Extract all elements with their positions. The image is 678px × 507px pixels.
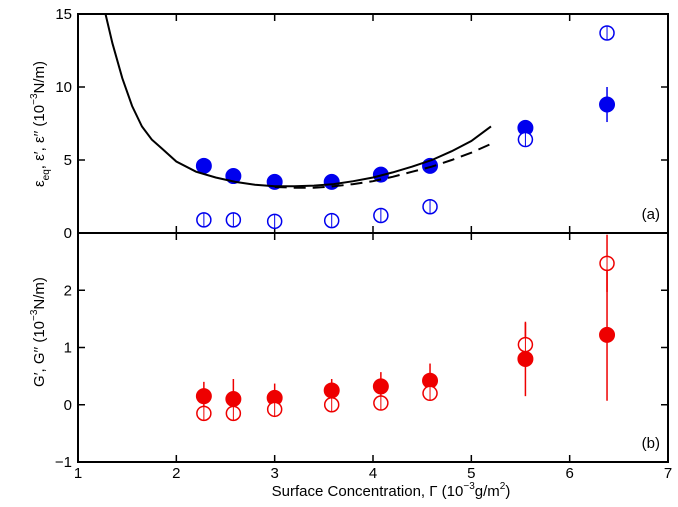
filled-data-point — [195, 388, 212, 405]
x-tick-labels: 1 2 3 4 5 6 7 — [74, 465, 672, 482]
filled-data-point — [195, 157, 212, 174]
panel-a: 0 5 10 15 (a) — [55, 6, 669, 242]
y-tick-label: 0 — [64, 397, 72, 414]
panel-label: (b) — [642, 435, 660, 452]
filled-data-point — [323, 382, 340, 399]
x-tick-label: 7 — [664, 465, 672, 482]
filled-data-point — [599, 326, 616, 343]
solid-fit-line — [104, 13, 492, 188]
panel-b: −1 0 1 2 (b) — [55, 232, 669, 471]
filled-data-point — [225, 391, 242, 408]
filled-data-point — [599, 96, 616, 113]
y-tick-label: 0 — [64, 225, 72, 242]
panel-label: (a) — [642, 206, 660, 223]
x-tick-label: 6 — [565, 465, 573, 482]
x-tick-label: 4 — [369, 465, 377, 482]
y-tick-label: 15 — [55, 6, 72, 23]
y-axis-label-a: εeq, ε′, ε′′ (10−3N/m) — [29, 61, 52, 187]
y-tick-label: 10 — [55, 79, 72, 96]
axes-frame — [77, 232, 669, 463]
x-axis-label: Surface Concentration, Γ (10−3g/m2) — [272, 481, 511, 500]
y-tick-label: −1 — [55, 454, 72, 471]
axes-frame — [77, 13, 669, 234]
filled-data-point — [372, 378, 389, 395]
y-tick-label: 2 — [64, 282, 72, 299]
x-tick-label: 3 — [270, 465, 278, 482]
y-tick-label: 1 — [64, 340, 72, 357]
y-tick-label: 5 — [64, 152, 72, 169]
x-tick-label: 1 — [74, 465, 82, 482]
x-tick-label: 5 — [467, 465, 475, 482]
x-tick-label: 2 — [172, 465, 180, 482]
y-axis-label-b: G′, G′′ (10−3N/m) — [29, 277, 48, 387]
